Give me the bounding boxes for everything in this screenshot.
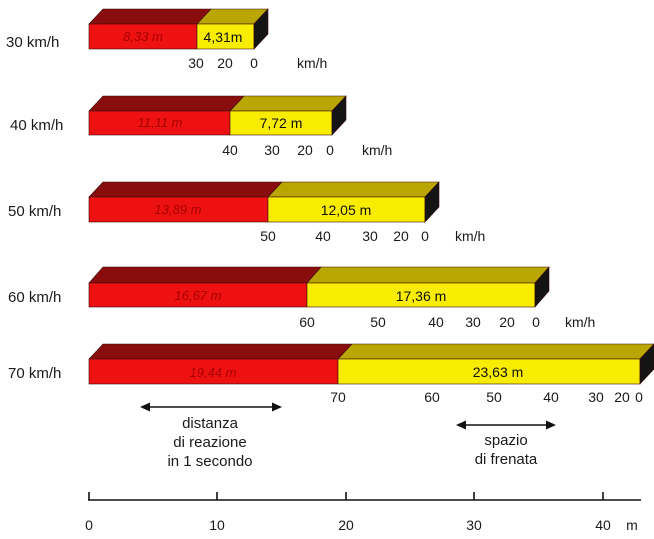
reaction-bar-top: [88, 8, 212, 25]
speed-label: 40 km/h: [10, 117, 63, 134]
braking-bar: [267, 196, 426, 223]
axis-tick-label: 20: [338, 517, 354, 533]
speed-tick: 20: [499, 314, 515, 330]
row-60: 60 km/h 16,67 m 17,36 m 60 50 40 30 20 0…: [8, 266, 595, 330]
speed-tick: 20: [393, 228, 409, 244]
row-70: 70 km/h 19,44 m 23,63 m 70 60 50 40 30 2…: [8, 343, 654, 405]
braking-distance-label: 4,31m: [204, 29, 243, 45]
braking-bar: [196, 23, 255, 50]
braking-bar: [306, 282, 536, 308]
braking-distance-label: 17,36 m: [396, 288, 447, 304]
reaction-bar: [88, 23, 198, 50]
speed-tick: 60: [299, 314, 315, 330]
speed-tick: 40: [315, 228, 331, 244]
axis-tick-label: 30: [466, 517, 482, 533]
reaction-distance-label: 11,11 m: [137, 115, 182, 130]
speed-tick: 40: [428, 314, 444, 330]
reaction-bar: [88, 110, 231, 136]
braking-bar-top: [337, 343, 654, 360]
braking-distance-label: 23,63 m: [473, 364, 524, 380]
speed-tick: 50: [370, 314, 386, 330]
speed-tick: 50: [486, 389, 502, 405]
speed-tick: 40: [222, 142, 238, 158]
reaction-bar-top: [88, 95, 245, 112]
axis-unit-label: m: [626, 517, 638, 533]
braking-bar-top: [229, 95, 347, 112]
axis-tick-label: 0: [85, 517, 93, 533]
speed-tick: 20: [217, 55, 233, 71]
bar-end-side: [253, 8, 269, 50]
speed-unit: km/h: [362, 142, 392, 158]
speed-tick: 0: [250, 55, 258, 71]
reaction-bar-top: [88, 181, 283, 198]
speed-tick: 60: [424, 389, 440, 405]
reaction-distance-label: 13,89 m: [155, 202, 202, 217]
speed-tick: 0: [326, 142, 334, 158]
speed-tick: 40: [543, 389, 559, 405]
braking-distance-label: 7,72 m: [260, 115, 303, 131]
speed-tick: 50: [260, 228, 276, 244]
speed-unit: km/h: [297, 55, 327, 71]
braking-bar-top: [306, 266, 550, 284]
speed-tick: 0: [421, 228, 429, 244]
braking-note: spazio di frenata: [456, 420, 556, 468]
bar-end-side: [424, 181, 440, 223]
distance-axis: 0 10 20 30 40 m: [85, 492, 641, 533]
braking-distance-label: 12,05 m: [321, 202, 372, 218]
braking-bar: [229, 110, 333, 136]
speed-tick: 30: [588, 389, 604, 405]
reaction-bar-top: [88, 343, 353, 360]
speed-label: 70 km/h: [8, 365, 61, 382]
speed-label: 30 km/h: [6, 34, 59, 51]
reaction-note-line: di reazione: [173, 434, 246, 451]
braking-bar-top: [267, 181, 440, 198]
reaction-note: distanza di reazione in 1 secondo: [140, 402, 282, 470]
speed-tick: 20: [297, 142, 313, 158]
bar-end-side: [534, 266, 550, 308]
reaction-bar-top: [88, 266, 322, 284]
arrow-head-right-icon: [546, 420, 556, 430]
row-40: 40 km/h 11,11 m 7,72 m 40 30 20 0 km/h: [10, 95, 392, 158]
axis-tick-label: 40: [595, 517, 611, 533]
reaction-bar: [88, 196, 269, 223]
speed-tick: 0: [532, 314, 540, 330]
speed-label: 60 km/h: [8, 289, 61, 306]
axis-tick-label: 10: [209, 517, 225, 533]
bar-end-side: [639, 343, 654, 385]
braking-note-line: spazio: [484, 432, 527, 449]
reaction-distance-label: 8,33 m: [123, 29, 163, 44]
bar-end-side: [331, 95, 347, 136]
arrow-head-right-icon: [272, 402, 282, 412]
speed-tick: 70: [330, 389, 346, 405]
arrow-head-left-icon: [140, 402, 150, 412]
speed-tick: 30: [188, 55, 204, 71]
reaction-bar: [88, 282, 308, 308]
speed-unit: km/h: [565, 314, 595, 330]
row-30: 30 km/h 8,33 m 4,31m 30 20 0 km/h: [6, 8, 327, 71]
reaction-note-line: in 1 secondo: [167, 453, 252, 470]
speed-tick: 20: [614, 389, 630, 405]
reaction-note-line: distanza: [182, 415, 239, 432]
reaction-bar: [88, 358, 339, 385]
speed-tick: 30: [465, 314, 481, 330]
braking-note-line: di frenata: [475, 451, 538, 468]
speed-tick: 30: [264, 142, 280, 158]
speed-label: 50 km/h: [8, 203, 61, 220]
braking-bar: [337, 358, 641, 385]
arrow-head-left-icon: [456, 420, 466, 430]
reaction-distance-label: 19,44 m: [190, 365, 237, 380]
speed-tick: 30: [362, 228, 378, 244]
row-50: 50 km/h 13,89 m 12,05 m 50 40 30 20 0 km…: [8, 181, 485, 244]
reaction-distance-label: 16,67 m: [175, 288, 222, 303]
speed-tick: 0: [635, 389, 643, 405]
speed-unit: km/h: [455, 228, 485, 244]
